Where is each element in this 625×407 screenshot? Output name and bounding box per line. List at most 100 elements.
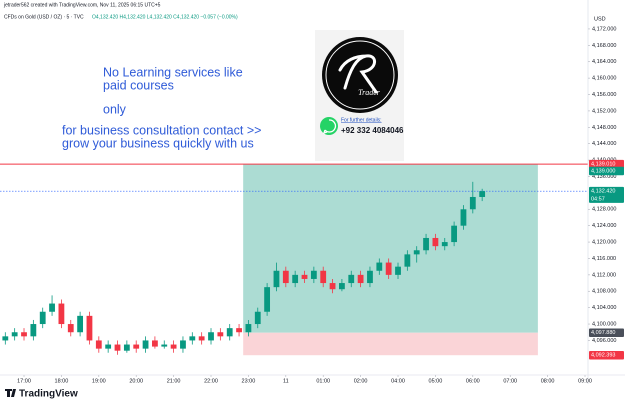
candle-body (460, 209, 467, 226)
candle-body (217, 332, 224, 337)
candle-body (310, 270, 317, 279)
candle-body (329, 283, 336, 290)
ohlc-values: O4,132.420 H4,132.420 L4,132.420 C4,132.… (92, 14, 238, 20)
candle-body (2, 336, 9, 341)
x-tick-label: 05:00 (429, 378, 443, 384)
candle-body (198, 336, 205, 341)
candle-body (301, 274, 308, 279)
candle-body (404, 254, 411, 267)
y-tick-label: 4,116.000 (592, 256, 616, 262)
candle-body (152, 340, 158, 347)
candle-body (123, 344, 130, 351)
candle-body (105, 344, 112, 349)
candle-body (30, 324, 37, 337)
annotation: paid courses (103, 78, 174, 92)
candle-body (95, 340, 102, 349)
y-tick-label: 4,160.000 (592, 76, 616, 82)
x-tick-label: 02:00 (354, 378, 368, 384)
footer-logo (5, 389, 16, 397)
y-tick-label: 4,104.000 (592, 305, 616, 311)
candle-body (413, 250, 420, 255)
candle-body (469, 196, 476, 210)
contact-phone: +92 332 4084046 (341, 126, 404, 135)
logo-circle (322, 37, 398, 113)
price-label-box (589, 328, 624, 337)
candle-body (432, 237, 439, 247)
annotation: grow your business quickly with us (62, 136, 254, 150)
candle-body (376, 262, 383, 271)
y-tick-label: 4,168.000 (592, 43, 616, 49)
candle-body (367, 270, 373, 284)
x-tick-label: 04:00 (391, 378, 405, 384)
plot-area: 4139 (0, 150, 588, 356)
whatsapp-glyph (322, 119, 337, 135)
candle-body (226, 328, 233, 337)
candle-body (441, 242, 448, 247)
y-tick-label: 4,144.000 (592, 141, 616, 147)
candle-body (245, 324, 252, 333)
x-tick-label: 06:00 (466, 378, 480, 384)
candle-body (114, 344, 121, 351)
price-label: 4,132.420 (591, 189, 615, 195)
candle-body (77, 315, 84, 333)
candle-body (423, 237, 429, 251)
price-label-box (589, 159, 624, 169)
candle-body (21, 332, 27, 337)
price-label: 4,097.880 (591, 330, 615, 336)
candle-body (282, 270, 289, 284)
candle-body (142, 340, 149, 349)
candle-body (479, 191, 486, 197)
annotation: for business consultation contact >> (62, 123, 261, 137)
x-tick-label: 07:00 (503, 378, 517, 384)
price-label-box (589, 166, 624, 176)
candle-body (264, 287, 271, 312)
logo-glyph (338, 54, 378, 94)
candle-body (208, 332, 214, 341)
candle-body (385, 262, 392, 275)
annotation: only (103, 102, 127, 116)
profit-zone (243, 164, 538, 333)
logo-ring (325, 40, 395, 110)
candle-body (11, 332, 18, 337)
y-tick-label: 4,112.000 (592, 272, 616, 278)
candle-body (236, 328, 242, 333)
candle-body (357, 274, 364, 284)
candle-body (49, 303, 55, 312)
candle-body (67, 324, 74, 333)
x-tick-label: 11 (283, 378, 289, 384)
logo-text: Trader (358, 88, 381, 97)
y-tick-label: 4,148.000 (592, 125, 616, 131)
x-tick-label: 17:00 (17, 378, 31, 384)
candle-body (133, 344, 140, 349)
candle-body (320, 270, 327, 284)
candle-body (348, 274, 355, 284)
footer-brand: TradingView (19, 389, 78, 400)
candle-body (39, 311, 46, 325)
x-tick-label: 22:00 (204, 378, 218, 384)
currency: USD (594, 16, 606, 22)
candle-body (273, 270, 280, 288)
y-tick-label: 4,156.000 (592, 92, 616, 98)
candle-body (170, 344, 177, 349)
price-label: 4,139.000 (591, 168, 615, 174)
candle-body (254, 311, 261, 325)
y-tick-label: 4,100.000 (592, 321, 616, 327)
price-label: 4,139.010 (591, 162, 615, 168)
y-tick-label: 4,096.000 (592, 338, 616, 344)
x-tick-label: 18:00 (55, 378, 69, 384)
price-label: 4,092.393 (591, 353, 615, 359)
candle-body (58, 303, 65, 325)
y-tick-label: 4,172.000 (592, 26, 616, 32)
y-tick-label: 4,128.000 (592, 207, 616, 213)
countdown: 04:57 (591, 196, 605, 202)
candle-body (339, 283, 345, 290)
y-tick-label: 4,164.000 (592, 59, 616, 65)
x-tick-label: 09:00 (578, 378, 592, 384)
candle-body (451, 225, 458, 243)
x-tick-label: 08:00 (541, 378, 555, 384)
candle-body (189, 336, 196, 341)
y-tick-label: 4,120.000 (592, 240, 616, 246)
y-tick-label: 4,124.000 (592, 223, 616, 229)
loss-zone (243, 332, 538, 356)
